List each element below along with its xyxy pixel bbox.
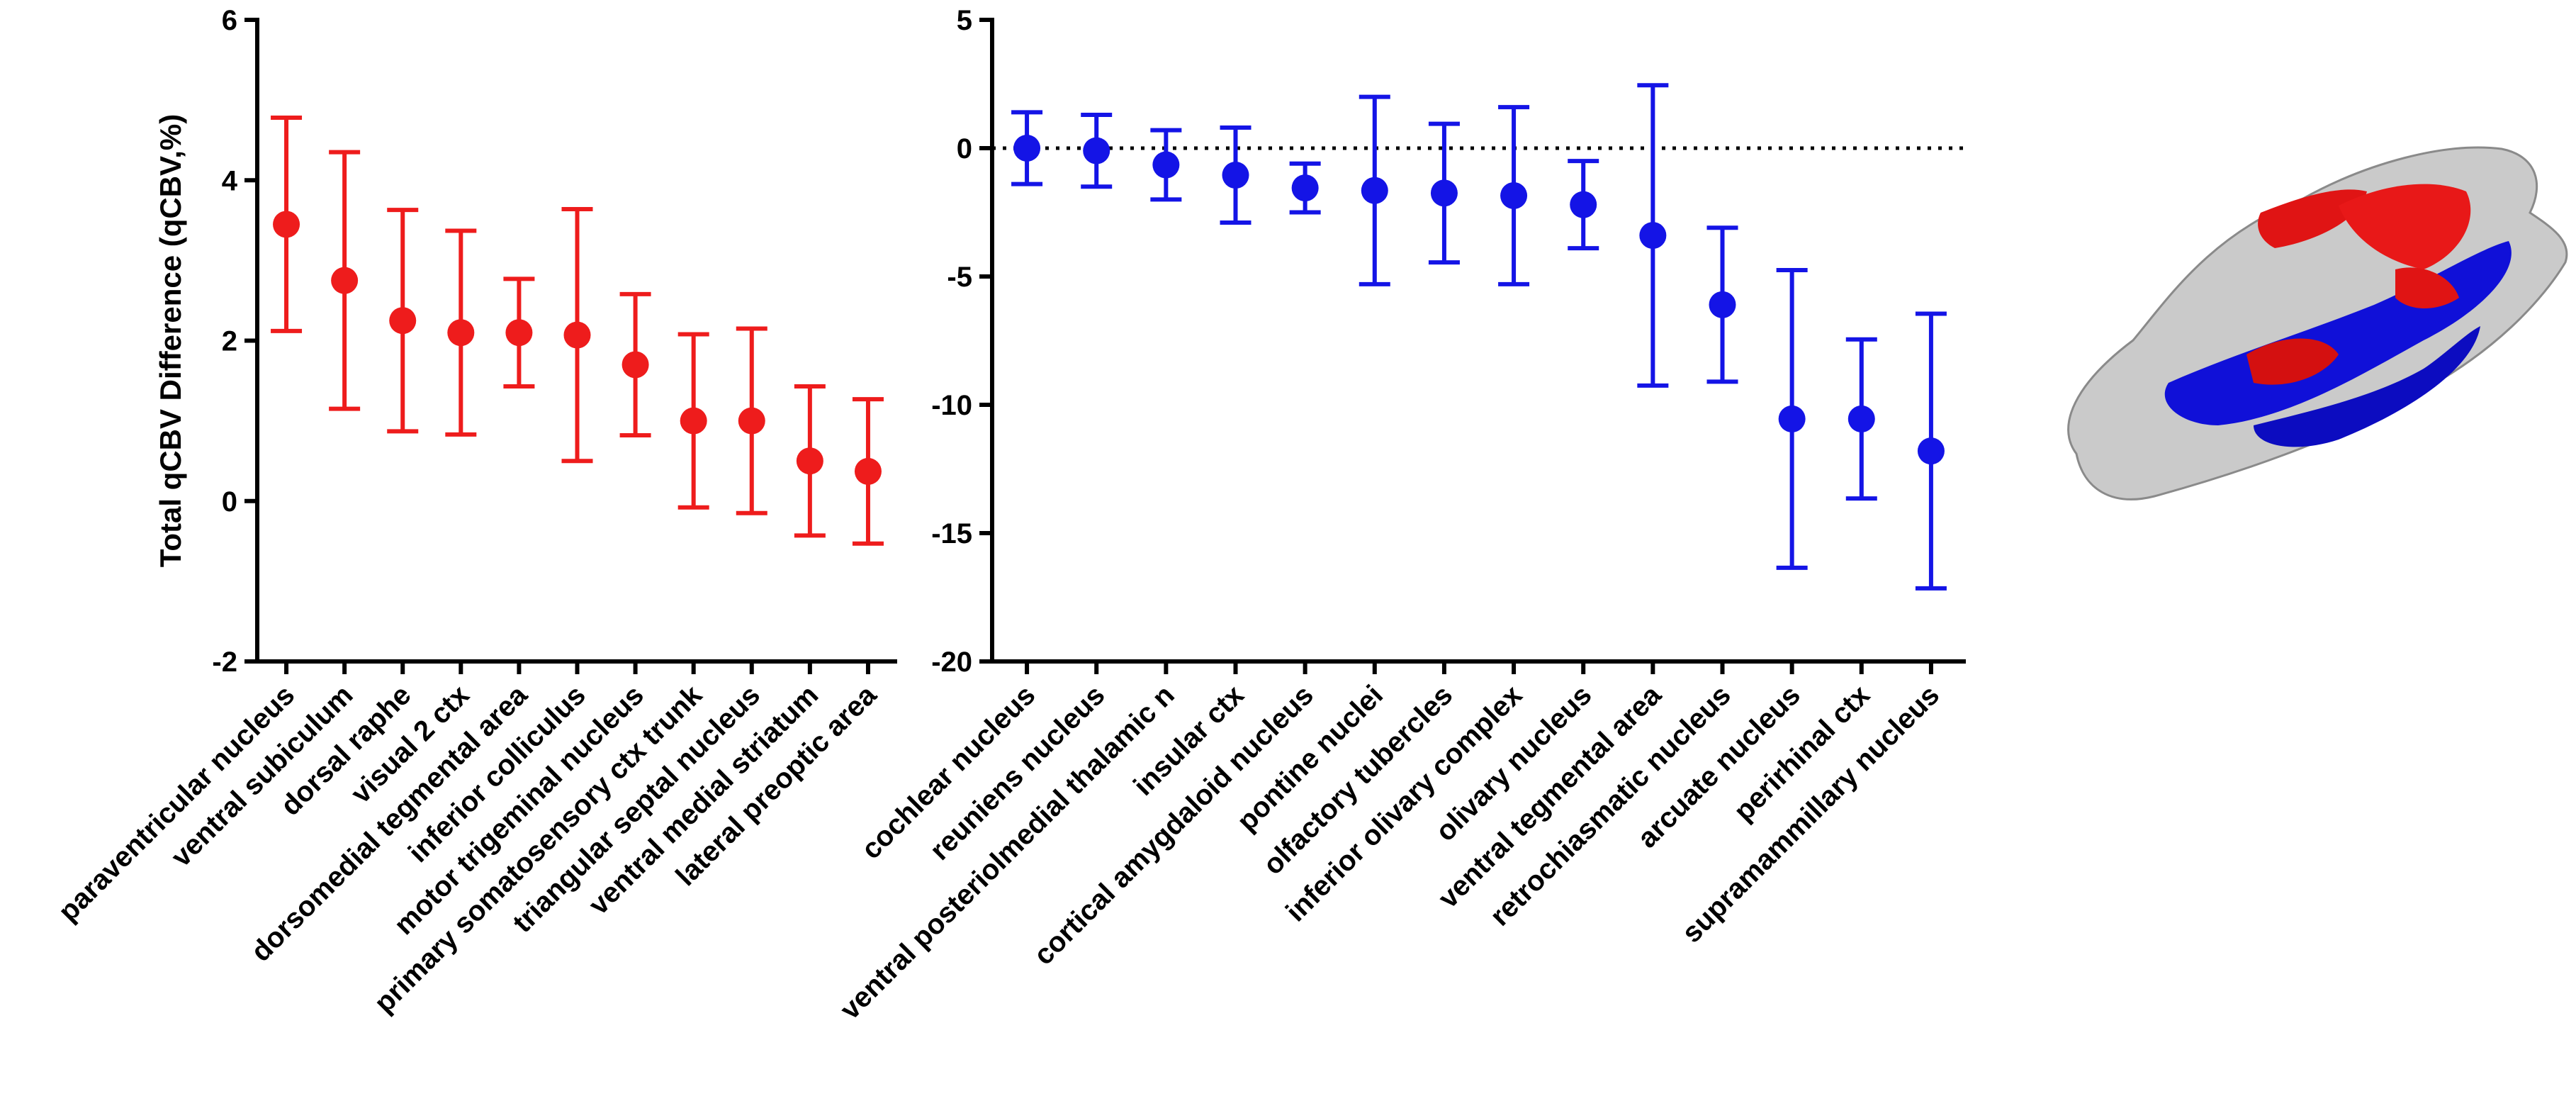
point [389, 307, 417, 335]
y-tick-label: 5 [957, 5, 972, 36]
point [1013, 135, 1041, 162]
point [1500, 181, 1528, 209]
x-tick-label: paraventricular nucleus [52, 679, 300, 927]
point [1430, 179, 1458, 207]
blue-region [2254, 326, 2480, 447]
point [1778, 405, 1806, 432]
point [621, 351, 649, 379]
point [1847, 405, 1875, 432]
point [738, 407, 765, 435]
point [796, 447, 823, 475]
y-tick-label: -2 [212, 647, 237, 678]
point [1152, 151, 1180, 179]
point [680, 407, 707, 435]
y-tick-label: -15 [931, 518, 972, 549]
point [1361, 177, 1388, 204]
red-region [2258, 189, 2367, 248]
point [854, 457, 882, 485]
point [447, 319, 475, 347]
point [1570, 191, 1597, 218]
point [273, 211, 300, 238]
y-tick-label: 2 [222, 326, 237, 357]
red-region [2246, 338, 2339, 385]
point [1639, 222, 1667, 250]
y-tick-label: -5 [947, 262, 972, 293]
y-tick-label: 0 [222, 486, 237, 518]
y-tick-label: 0 [957, 133, 972, 164]
y-axis-label: Total qCBV Difference (qCBV,%) [154, 114, 187, 567]
red-region [2395, 267, 2459, 308]
y-tick-label: 4 [222, 165, 238, 196]
point [1222, 162, 1249, 189]
red-region [2339, 184, 2471, 269]
point [331, 267, 359, 294]
y-tick-label: -20 [931, 647, 972, 678]
point [505, 319, 533, 347]
y-tick-label: -10 [931, 390, 972, 421]
y-tick-label: 6 [222, 5, 237, 36]
point [563, 321, 591, 349]
chart-panel: -2 0 2 4 6 Total qCBV Difference (qCBV,%) para… [52, 5, 897, 1019]
point [1709, 291, 1736, 318]
brain-render [2067, 146, 2568, 501]
point [1917, 437, 1945, 465]
point [1291, 174, 1319, 202]
point [1083, 137, 1110, 164]
